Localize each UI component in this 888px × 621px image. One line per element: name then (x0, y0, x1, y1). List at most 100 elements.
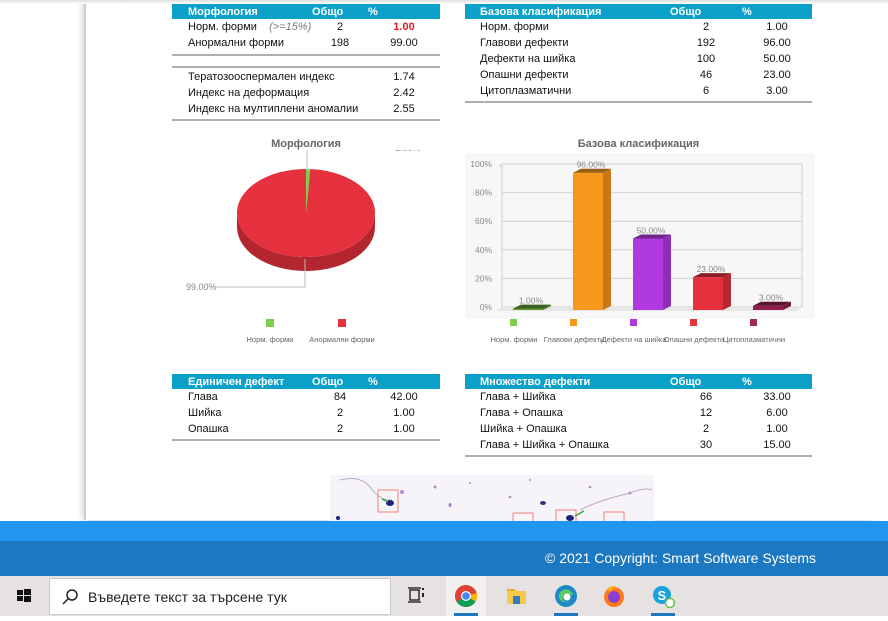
task-view-button[interactable] (396, 576, 436, 616)
cell-percent: 99.00 (368, 35, 440, 56)
pie-legend-label-0: Норм. форми (247, 335, 294, 344)
bar-ytick-5: 100% (470, 159, 492, 169)
table-header: Множество дефекти Общо % (465, 374, 812, 389)
hint-threshold: (>=15%) (269, 21, 312, 33)
bar-legend-swatch-4 (750, 319, 757, 326)
page-background-right (872, 0, 888, 520)
bar-side-1 (603, 168, 611, 310)
cell-percent: 50.00 (763, 53, 791, 65)
row-label: Анормални форми (172, 35, 312, 56)
multi-defect-table: Множество дефекти Общо % Глава + Шийка 66… (465, 374, 812, 457)
pie-slice-0 (306, 169, 311, 213)
windows-taskbar: Въведете текст за търсене тук (0, 576, 888, 616)
header-percent: % (368, 374, 440, 389)
cell-total: 100 (696, 53, 716, 65)
table-row: Глава 84 42.00 (172, 389, 440, 405)
bar-ytick-4: 80% (475, 188, 492, 198)
bar-1 (573, 172, 603, 310)
bar-legend-swatch-0 (510, 319, 517, 326)
single-defect-table: Единичен дефект Общо % Глава 84 42.00 Шийка… (172, 374, 440, 441)
bar-side-3 (723, 273, 731, 310)
chrome-icon (455, 585, 478, 607)
bar-3 (693, 277, 723, 310)
bar-2 (633, 238, 663, 310)
base-classification-bar-chart: 0% 20% 40% 60% 80% 100% 1.00% Норм. форми 96.00%… (465, 153, 815, 344)
active-indicator (554, 613, 578, 616)
table-header: Базова класификация Общо % (465, 4, 812, 19)
pie-leader-line-1 (216, 259, 306, 288)
taskbar-skype[interactable]: S (643, 576, 683, 616)
row-label: Глава + Опашка (480, 407, 563, 419)
cell-total: 2 (336, 407, 344, 419)
table-row: Дефекти на шийка 100 50.00 (465, 51, 812, 67)
bar-data-label-3: 23.00% (697, 264, 726, 274)
taskbar-file-explorer[interactable] (496, 576, 536, 616)
table-header: Единичен дефект Общо % (172, 374, 440, 389)
taskbar-firefox[interactable] (594, 576, 634, 616)
row-label: Глава + Шийка (480, 391, 556, 403)
table-row: Глава + Шийка + Опашка 30 15.00 (465, 437, 812, 457)
cell-percent: 23.00 (763, 69, 791, 81)
cell-total: 46 (699, 69, 713, 81)
svg-text:S: S (658, 588, 667, 603)
table-row: Опашка 2 1.00 (172, 421, 440, 441)
base-classification-table: Базова класификация Общо % Норм. форми 2 1… (465, 4, 812, 103)
header-percent: % (742, 374, 812, 389)
table-row: Тератозооспермален индекс 1.74 (172, 67, 440, 85)
row-label: Глава (188, 391, 218, 403)
row-label: Дефекти на шийка (480, 53, 576, 65)
cell-percent: 1.00 (368, 421, 440, 441)
row-label: Опашка (172, 421, 312, 441)
cell-percent: 1.00 (766, 423, 788, 435)
cell-total: 2 (702, 21, 710, 33)
copyright-text: © 2021 Copyright: Smart Software Systems (545, 550, 816, 566)
cell-total: 192 (696, 37, 716, 49)
taskbar-chrome[interactable] (446, 576, 486, 616)
skype-icon: S (653, 586, 676, 609)
pie-data-label-1: 99.00% (186, 282, 217, 292)
start-button[interactable] (0, 576, 48, 616)
bar-top-2 (633, 234, 671, 239)
table-row: Индекс на деформация 2.42 (172, 85, 440, 101)
table-row: Норм. форми (>=15%) 2 1.00 (172, 19, 440, 35)
label-normal: Норм. форми (188, 21, 257, 33)
header-base-class: Базова класификация (465, 4, 670, 19)
table-row: Глава + Шийка 66 33.00 (465, 389, 812, 405)
table-row: Шийка 2 1.00 (172, 405, 440, 421)
taskbar-search-box[interactable]: Въведете текст за търсене тук (49, 578, 391, 615)
morphology-table: Морфология Общо % Норм. форми (>=15%) 2 … (172, 4, 440, 56)
cell-total: 2 (702, 423, 710, 435)
task-view-icon (408, 587, 424, 603)
row-label: Норм. форми (480, 21, 549, 33)
bar-legend-label-1: Главови дефекти (544, 335, 604, 344)
table-row: Главови дефекти 192 96.00 (465, 35, 812, 51)
bar-ytick-1: 20% (475, 273, 492, 283)
cell-total: 198 (312, 35, 368, 56)
bar-legend-swatch-3 (690, 319, 697, 326)
cell-percent: 33.00 (763, 391, 791, 403)
bar-side-4 (783, 301, 791, 310)
cell-total: 66 (699, 391, 713, 403)
cell-percent: 3.00 (742, 83, 812, 103)
taskbar-edge[interactable] (546, 576, 586, 616)
header-total: Общо (670, 4, 742, 19)
cell-percent: 1.00 (766, 21, 788, 33)
cell-total: 84 (333, 391, 347, 403)
bar-top-0 (513, 304, 551, 309)
windows-logo-icon (17, 589, 31, 602)
row-label: Шийка + Опашка (480, 423, 567, 435)
cell-percent-warning: 1.00 (393, 21, 415, 33)
bar-top-1 (573, 168, 611, 173)
indices-table: Тератозооспермален индекс 1.74 Индекс на… (172, 66, 440, 121)
folder-icon (507, 589, 526, 604)
row-label: Индекс на деформация (188, 87, 310, 99)
bar-data-label-4: 3.00% (759, 293, 784, 303)
table-row: Индекс на мултиплени аномалии 2.55 (172, 101, 440, 121)
cell-percent: 96.00 (763, 37, 791, 49)
table-row: Опашни дефекти 46 23.00 (465, 67, 812, 83)
sperm-sample-image (330, 475, 654, 525)
row-label: Главови дефекти (480, 37, 569, 49)
table-row: Норм. форми 2 1.00 (465, 19, 812, 35)
pie-chart-title: Морфология (271, 138, 341, 150)
pie-side-wall (237, 213, 375, 271)
